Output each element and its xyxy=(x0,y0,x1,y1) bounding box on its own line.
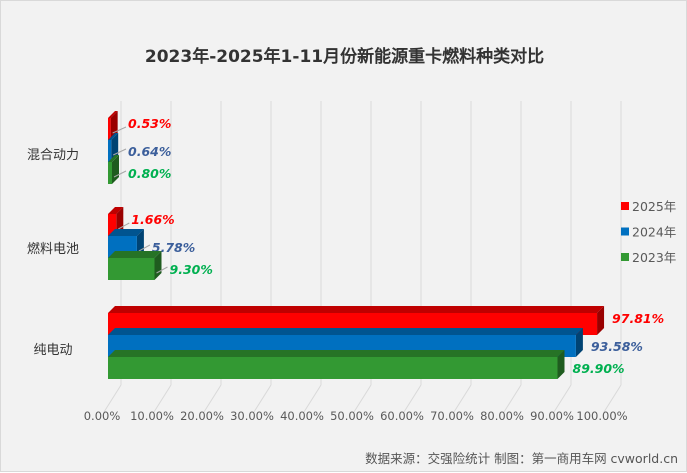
x-tick-label: 20.00% xyxy=(180,409,224,423)
bar-top-face xyxy=(108,111,118,118)
bar xyxy=(108,162,112,184)
x-tick-label: 10.00% xyxy=(130,409,174,423)
floor-gridline xyxy=(203,384,222,413)
floor-gridline xyxy=(503,384,522,413)
bar-side-face xyxy=(597,306,605,335)
data-label: 0.80% xyxy=(128,166,171,181)
category-label: 混合动力 xyxy=(27,148,79,163)
bar-top-face xyxy=(108,328,583,335)
data-label: 1.66% xyxy=(131,212,174,227)
floor-gridline xyxy=(603,384,622,413)
bar-top-face xyxy=(108,350,565,357)
legend-label: 2025年 xyxy=(632,199,676,214)
floor-gridline xyxy=(353,384,372,413)
bar-side-face xyxy=(136,229,144,258)
category-label: 纯电动 xyxy=(33,343,72,358)
floor-gridline xyxy=(303,384,322,413)
data-label: 9.30% xyxy=(170,262,213,277)
bar-side-face xyxy=(575,328,583,357)
chart-title: 2023年-2025年1-11月份新能源重卡燃料种类对比 xyxy=(144,47,545,67)
bar xyxy=(108,214,117,236)
x-tick-label: 60.00% xyxy=(380,409,424,423)
floor-gridline xyxy=(153,384,172,413)
x-tick-label: 70.00% xyxy=(430,409,474,423)
floor-gridline xyxy=(553,384,572,413)
legend-swatch xyxy=(621,253,629,261)
leader-line xyxy=(112,126,127,134)
leader-line xyxy=(113,170,127,178)
bar xyxy=(108,258,155,280)
bar-side-face xyxy=(111,133,119,162)
floor-gridline xyxy=(403,384,422,413)
bar-side-face xyxy=(110,111,118,140)
bar-side-face xyxy=(116,207,124,236)
category-label: 燃料电池 xyxy=(27,241,79,257)
leader-line xyxy=(118,222,130,230)
floor-gridline xyxy=(453,384,472,413)
source-note: 数据来源：交强险统计 制图：第一商用车网 cvworld.cn xyxy=(365,451,678,466)
data-label: 0.64% xyxy=(128,144,171,159)
bar-top-face xyxy=(108,207,124,214)
x-tick-label: 80.00% xyxy=(480,409,524,423)
x-tick-label: 50.00% xyxy=(330,409,374,423)
bar-top-face xyxy=(108,133,119,140)
data-label: 5.78% xyxy=(152,240,195,255)
legend-swatch xyxy=(621,227,629,236)
leader-line xyxy=(112,148,127,156)
bar-side-face xyxy=(154,251,162,280)
bar-top-face xyxy=(108,306,605,313)
legend-swatch xyxy=(621,202,629,210)
data-label: 89.90% xyxy=(573,361,625,376)
bar xyxy=(108,357,558,379)
floor-gridline xyxy=(253,384,272,413)
x-tick-label: 0.00% xyxy=(84,409,121,423)
x-tick-label: 40.00% xyxy=(280,409,324,423)
floor-gridline xyxy=(103,384,122,413)
data-label: 93.58% xyxy=(591,339,643,354)
x-tick-label: 100.00% xyxy=(576,409,627,423)
bar xyxy=(108,118,111,140)
bar xyxy=(108,140,112,162)
bar-side-face xyxy=(112,155,119,184)
leader-line xyxy=(156,266,168,274)
data-label: 97.81% xyxy=(612,311,664,326)
bar-top-face xyxy=(108,155,119,162)
x-tick-label: 90.00% xyxy=(530,409,574,423)
leader-line xyxy=(138,244,151,252)
legend-label: 2024年 xyxy=(632,225,676,240)
data-label: 0.53% xyxy=(128,116,171,131)
x-tick-label: 30.00% xyxy=(230,409,274,423)
bar-top-face xyxy=(108,229,144,236)
bar-side-face xyxy=(557,350,565,379)
legend-label: 2023年 xyxy=(632,250,676,265)
bar-top-face xyxy=(108,251,162,258)
